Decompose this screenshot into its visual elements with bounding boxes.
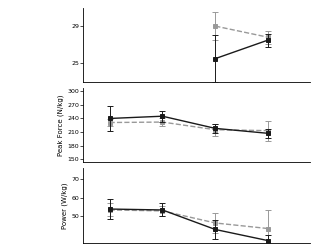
Y-axis label: Power (W/kg): Power (W/kg) [62, 182, 68, 228]
Y-axis label: Peak Force (N/kg): Peak Force (N/kg) [58, 94, 64, 156]
